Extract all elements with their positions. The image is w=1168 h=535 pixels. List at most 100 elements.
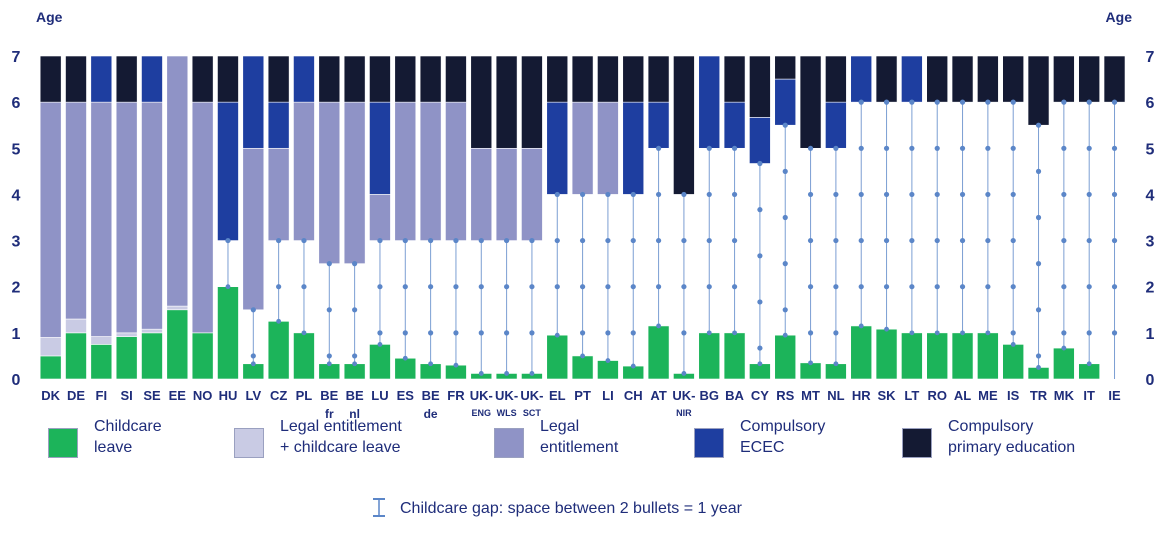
gap-bullet xyxy=(706,330,712,336)
bar-segment-compulsory-ecec xyxy=(622,101,645,195)
y-tick-left: 5 xyxy=(12,141,21,158)
bar-segment-legal-entitlement xyxy=(445,101,467,241)
gap-bullet xyxy=(326,307,332,313)
x-tick-label: HU xyxy=(219,388,238,403)
bar-segment-childcare-leave xyxy=(394,357,417,380)
gap-bullet xyxy=(326,361,332,367)
bar-segment-childcare-leave xyxy=(901,332,923,380)
gap-bullet xyxy=(782,214,788,221)
bar-segment-legal-entitlement xyxy=(343,101,366,264)
gap-bullet xyxy=(985,191,991,198)
x-tick-label: AL xyxy=(954,388,971,403)
bar-segment-childcare-leave xyxy=(597,360,619,380)
gap-bullet xyxy=(858,323,864,329)
bar-segment-childcare-leave xyxy=(90,344,113,380)
gap-bullet xyxy=(478,237,484,244)
gap-bullet xyxy=(1036,365,1041,370)
bar-segment-legal-entitlement xyxy=(267,147,290,241)
gap-bullet xyxy=(605,330,611,336)
gap-legend-icon xyxy=(373,498,385,517)
x-tick-label: BE xyxy=(346,388,364,403)
gap-bullet xyxy=(1061,330,1067,336)
gap-bullet xyxy=(833,237,839,244)
x-tick-label: SE xyxy=(143,388,161,403)
x-tick-label: BG xyxy=(699,388,719,403)
bar-segment-compulsory-ecec xyxy=(242,55,265,149)
gap-bullet xyxy=(1086,330,1092,336)
gap-bullet xyxy=(833,361,839,367)
gap-bullet xyxy=(731,145,738,151)
x-tick-label: FI xyxy=(96,388,108,403)
bar-segment-legal-entitlement xyxy=(394,101,417,241)
bar-segment-childcare-leave xyxy=(65,332,87,380)
gap-bullet xyxy=(1035,353,1042,359)
gap-bullet xyxy=(428,361,434,367)
gap-bullet xyxy=(681,371,687,376)
gap-bullet xyxy=(504,330,510,336)
gap-bullet xyxy=(1061,345,1067,351)
gap-bullet xyxy=(579,237,586,244)
gap-bullet xyxy=(605,358,611,363)
x-tick-label: SI xyxy=(121,388,133,403)
gap-bullet xyxy=(630,363,636,369)
gap-bullet xyxy=(1086,361,1092,367)
gap-bullet xyxy=(1111,99,1118,105)
bar-segment-compulsory-primary xyxy=(875,55,898,103)
gap-bullet xyxy=(630,330,636,336)
y-tick-left: 4 xyxy=(12,187,21,204)
bar-segment-legal-entitlement xyxy=(571,101,594,195)
bar-segment-compulsory-primary xyxy=(521,55,543,149)
gap-bullet xyxy=(934,284,940,290)
bar-segment-compulsory-ecec xyxy=(90,55,113,103)
chart-axes: 0 0 1 1 2 2 3 3 4 4 5 5 6 6 7 7 DK DE FI SI SE EE NO HU LV CZ PL BE… xyxy=(12,49,1155,421)
bar-segment-compulsory-primary xyxy=(115,55,138,103)
gap-bullet xyxy=(909,237,915,244)
gap-bullet xyxy=(579,330,586,336)
gap-bullet xyxy=(807,237,814,244)
x-tick-label: ME xyxy=(978,388,998,403)
gap-bullet xyxy=(655,191,662,198)
bar-segment-compulsory-ecec xyxy=(774,78,797,126)
bar-segment-childcare-leave xyxy=(191,332,214,380)
gap-bullet xyxy=(782,122,788,128)
gap-bullet xyxy=(428,237,434,244)
x-tick-label: CZ xyxy=(270,388,287,403)
x-tick-label: EE xyxy=(169,388,187,403)
bar-segment-legal-entitlement xyxy=(39,101,62,338)
bar-segment-childcare-leave xyxy=(141,332,163,380)
gap-bullet xyxy=(807,284,814,290)
bar-segment-compulsory-primary xyxy=(1027,55,1050,126)
gap-bullet xyxy=(883,284,890,290)
gap-bullet xyxy=(326,261,332,267)
x-tick-label: IT xyxy=(1083,388,1095,403)
gap-bullet xyxy=(681,284,687,290)
gap-bullet xyxy=(250,353,256,359)
x-tick-label: CY xyxy=(751,388,769,403)
x-tick-label: RS xyxy=(776,388,794,403)
gap-bullet xyxy=(706,237,712,244)
x-tick-label: SK xyxy=(878,388,897,403)
gap-bullet xyxy=(301,330,307,336)
x-tick-label: UK- xyxy=(672,388,695,403)
gap-bullet xyxy=(883,237,890,244)
gap-bullet xyxy=(655,237,662,244)
gap-bullet xyxy=(1010,341,1016,347)
y-tick-right: 1 xyxy=(1146,326,1155,343)
bar-segment-childcare-leave xyxy=(571,355,594,380)
gap-bullet xyxy=(731,237,738,244)
x-tick-sublabel: WLS xyxy=(497,408,517,418)
bar-segment-compulsory-primary xyxy=(825,55,847,103)
gap-bullet xyxy=(402,355,408,361)
bar-segment-childcare-leave xyxy=(1053,347,1075,380)
gap-bullet xyxy=(554,237,560,244)
gap-bullet xyxy=(833,145,839,151)
x-tick-label: UK- xyxy=(470,388,493,403)
gap-bullet xyxy=(909,330,915,336)
gap-bullet xyxy=(605,284,611,290)
gap-bullet xyxy=(681,330,687,336)
x-tick-sublabel: SCT xyxy=(523,408,542,418)
bar-segment-compulsory-primary xyxy=(926,55,949,103)
chart-bars xyxy=(39,55,1126,380)
bar-segment-legal-entitlement xyxy=(470,147,493,241)
y-tick-left: 2 xyxy=(12,280,21,297)
